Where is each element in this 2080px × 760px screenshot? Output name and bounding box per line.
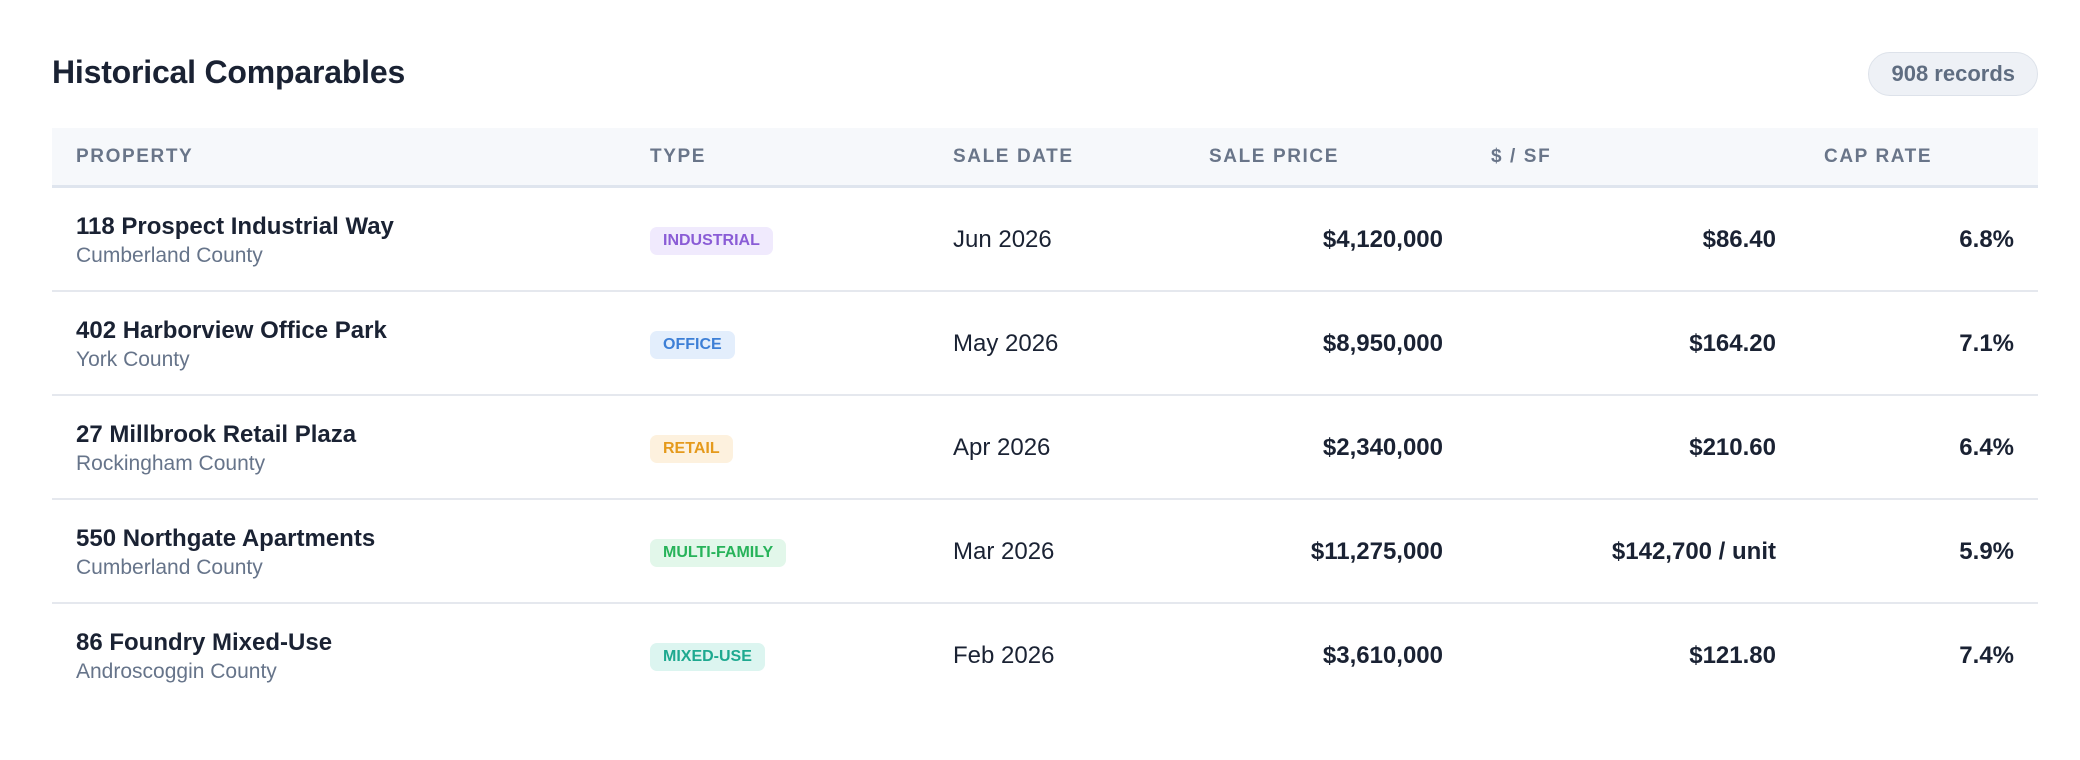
cap-rate: 6.8% <box>1959 226 2014 253</box>
property-cell: 118 Prospect Industrial Way Cumberland C… <box>76 212 394 269</box>
property-county: Rockingham County <box>76 452 266 475</box>
table-row[interactable]: 27 Millbrook Retail Plaza Rockingham Cou… <box>52 396 2038 500</box>
price-per-sf: $164.20 <box>1689 330 1776 357</box>
sale-price: $11,275,000 <box>1310 538 1443 565</box>
cap-rate: 6.4% <box>1959 434 2014 461</box>
property-cell: 27 Millbrook Retail Plaza Rockingham Cou… <box>76 420 356 477</box>
column-header-sale-price[interactable]: SALE PRICE <box>1209 146 1340 167</box>
type-badge: MIXED-USE <box>650 643 765 671</box>
property-cell: 550 Northgate Apartments Cumberland Coun… <box>76 524 375 581</box>
sale-price: $3,610,000 <box>1322 642 1443 669</box>
property-name: 118 Prospect Industrial Way <box>76 213 394 240</box>
table-row[interactable]: 402 Harborview Office Park York County O… <box>52 292 2038 396</box>
property-cell: 86 Foundry Mixed-Use Androscoggin County <box>76 628 332 685</box>
property-county: Androscoggin County <box>76 660 277 683</box>
table-row[interactable]: 550 Northgate Apartments Cumberland Coun… <box>52 500 2038 604</box>
property-county: Cumberland County <box>76 556 263 579</box>
type-badge: OFFICE <box>650 331 735 359</box>
table-row[interactable]: 86 Foundry Mixed-Use Androscoggin County… <box>52 604 2038 708</box>
page-title: Historical Comparables <box>52 54 406 90</box>
property-name: 402 Harborview Office Park <box>76 317 387 344</box>
sale-date: Jun 2026 <box>953 226 1052 253</box>
property-cell: 402 Harborview Office Park York County <box>76 316 387 373</box>
records-count-badge: 908 records <box>1868 52 2038 96</box>
property-county: York County <box>76 348 190 371</box>
property-name: 27 Millbrook Retail Plaza <box>76 421 357 448</box>
column-header-sale-date[interactable]: SALE DATE <box>953 146 1074 167</box>
property-name: 550 Northgate Apartments <box>76 525 376 552</box>
sale-price: $2,340,000 <box>1322 434 1443 461</box>
sale-date: May 2026 <box>953 330 1059 357</box>
sale-date: Apr 2026 <box>953 434 1051 461</box>
cap-rate: 5.9% <box>1959 538 2014 565</box>
price-per-sf: $121.80 <box>1689 642 1776 669</box>
type-badge: MULTI-FAMILY <box>650 539 787 567</box>
sale-date: Feb 2026 <box>953 642 1055 669</box>
price-per-sf: $210.60 <box>1689 434 1776 461</box>
column-header-psf[interactable]: $ / SF <box>1491 146 1552 167</box>
table-header: PROPERTY TYPE SALE DATE SALE PRICE $ / S… <box>52 128 2038 188</box>
type-badge: INDUSTRIAL <box>650 227 773 255</box>
column-header-property[interactable]: PROPERTY <box>76 146 194 167</box>
historical-comparables-card: Historical Comparables 908 records PROPE… <box>52 40 2038 683</box>
sale-date: Mar 2026 <box>953 538 1055 565</box>
column-header-cap-rate[interactable]: CAP RATE <box>1824 146 1933 167</box>
table-row[interactable]: 118 Prospect Industrial Way Cumberland C… <box>52 188 2038 292</box>
cap-rate: 7.1% <box>1959 330 2014 357</box>
price-per-sf: $142,700 / unit <box>1611 538 1776 565</box>
column-header-type[interactable]: TYPE <box>650 146 707 167</box>
property-county: Cumberland County <box>76 244 263 267</box>
price-per-sf: $86.40 <box>1702 226 1776 253</box>
sale-price: $8,950,000 <box>1322 330 1443 357</box>
cap-rate: 7.4% <box>1959 642 2014 669</box>
property-name: 86 Foundry Mixed-Use <box>76 629 333 656</box>
comparables-table: PROPERTY TYPE SALE DATE SALE PRICE $ / S… <box>52 128 2038 708</box>
sale-price: $4,120,000 <box>1322 226 1443 253</box>
card-header: Historical Comparables 908 records <box>52 40 2038 102</box>
type-badge: RETAIL <box>650 435 733 463</box>
